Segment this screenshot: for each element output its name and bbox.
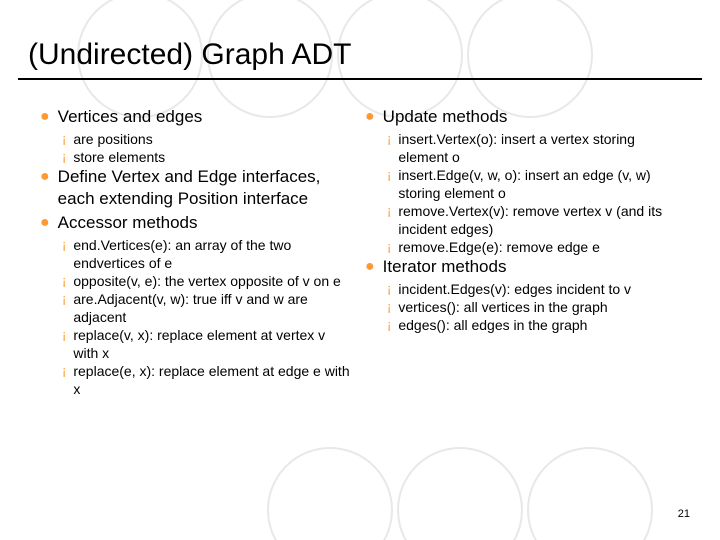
circle-bullet-icon: ¡	[62, 326, 66, 344]
circle-bullet-icon: ¡	[387, 166, 391, 184]
circle-bullet-icon: ¡	[62, 130, 66, 148]
circle-bullet-icon: ¡	[387, 238, 391, 256]
circle-bullet-icon: ¡	[62, 236, 66, 254]
circle-bullet-icon: ¡	[387, 316, 391, 334]
list-item-text: remove.Vertex(v): remove vertex v (and i…	[398, 202, 678, 238]
right-column: ● Update methods ¡ insert.Vertex(o): insert…	[365, 106, 690, 398]
list-item-l1: ● Accessor methods	[40, 212, 353, 234]
list-item-text: Vertices and edges	[58, 106, 203, 128]
list-item-l1: ● Iterator methods	[365, 256, 678, 278]
list-item-l1: ● Vertices and edges	[40, 106, 353, 128]
disc-bullet-icon: ●	[40, 166, 50, 188]
list-item-l2: ¡ are.Adjacent(v, w): true iff v and w ar…	[62, 290, 353, 326]
disc-bullet-icon: ●	[40, 106, 50, 128]
list-item-l2: ¡ store elements	[62, 148, 353, 166]
list-item-text: incident.Edges(v): edges incident to v	[398, 280, 631, 298]
circle-bullet-icon: ¡	[62, 272, 66, 290]
list-item-l1: ● Update methods	[365, 106, 678, 128]
circle-bullet-icon: ¡	[62, 148, 66, 166]
circle-bullet-icon: ¡	[62, 290, 66, 308]
list-item-text: are positions	[73, 130, 152, 148]
circle-bullet-icon: ¡	[387, 280, 391, 298]
list-item-text: insert.Vertex(o): insert a vertex storin…	[398, 130, 678, 166]
page-title: (Undirected) Graph ADT	[28, 38, 351, 72]
list-item-text: replace(v, x): replace element at vertex…	[73, 326, 353, 362]
content-columns: ● Vertices and edges ¡ are positions ¡ store …	[40, 106, 690, 398]
title-underline	[18, 78, 702, 80]
page-number: 21	[678, 508, 690, 520]
list-item-text: Update methods	[383, 106, 508, 128]
circle-bullet-icon: ¡	[387, 202, 391, 220]
circle-bullet-icon: ¡	[387, 130, 391, 148]
list-item-text: Accessor methods	[58, 212, 198, 234]
list-item-text: vertices(): all vertices in the graph	[398, 298, 607, 316]
list-item-text: are.Adjacent(v, w): true iff v and w are…	[73, 290, 353, 326]
list-item-l2: ¡ edges(): all edges in the graph	[387, 316, 678, 334]
left-column: ● Vertices and edges ¡ are positions ¡ store …	[40, 106, 365, 398]
list-item-l2: ¡ replace(v, x): replace element at verte…	[62, 326, 353, 362]
list-item-l2: ¡ remove.Vertex(v): remove vertex v (and …	[387, 202, 678, 238]
list-item-text: edges(): all edges in the graph	[398, 316, 587, 334]
list-item-l2: ¡ insert.Edge(v, w, o): insert an edge (v…	[387, 166, 678, 202]
list-item-l2: ¡ opposite(v, e): the vertex opposite of …	[62, 272, 353, 290]
list-item-l2: ¡ insert.Vertex(o): insert a vertex stori…	[387, 130, 678, 166]
list-item-text: Define Vertex and Edge interfaces, each …	[58, 166, 353, 210]
list-item-text: remove.Edge(e): remove edge e	[398, 238, 600, 256]
list-item-l1: ● Define Vertex and Edge interfaces, each…	[40, 166, 353, 210]
list-item-l2: ¡ incident.Edges(v): edges incident to v	[387, 280, 678, 298]
circle-bullet-icon: ¡	[387, 298, 391, 316]
list-item-text: insert.Edge(v, w, o): insert an edge (v,…	[398, 166, 678, 202]
list-item-text: Iterator methods	[383, 256, 507, 278]
list-item-l2: ¡ replace(e, x): replace element at edge …	[62, 362, 353, 398]
list-item-text: replace(e, x): replace element at edge e…	[73, 362, 353, 398]
disc-bullet-icon: ●	[365, 106, 375, 128]
list-item-l2: ¡ vertices(): all vertices in the graph	[387, 298, 678, 316]
list-item-l2: ¡ end.Vertices(e): an array of the two en…	[62, 236, 353, 272]
list-item-l2: ¡ are positions	[62, 130, 353, 148]
list-item-l2: ¡ remove.Edge(e): remove edge e	[387, 238, 678, 256]
list-item-text: opposite(v, e): the vertex opposite of v…	[73, 272, 340, 290]
disc-bullet-icon: ●	[40, 212, 50, 234]
list-item-text: end.Vertices(e): an array of the two end…	[73, 236, 353, 272]
disc-bullet-icon: ●	[365, 256, 375, 278]
circle-bullet-icon: ¡	[62, 362, 66, 380]
list-item-text: store elements	[73, 148, 165, 166]
